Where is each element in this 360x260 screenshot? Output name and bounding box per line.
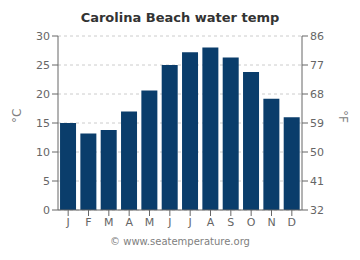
svg-text:J: J (66, 216, 70, 229)
svg-text:M: M (104, 216, 114, 229)
svg-text:25: 25 (36, 59, 50, 72)
svg-text:O: O (247, 216, 256, 229)
svg-text:50: 50 (310, 146, 324, 159)
svg-text:J: J (188, 216, 192, 229)
svg-text:77: 77 (310, 59, 324, 72)
svg-text:5: 5 (43, 175, 50, 188)
svg-text:A: A (125, 216, 133, 229)
svg-text:59: 59 (310, 117, 324, 130)
svg-text:N: N (267, 216, 275, 229)
svg-text:S: S (227, 216, 234, 229)
svg-text:15: 15 (36, 117, 50, 130)
svg-text:°C: °C (10, 109, 24, 123)
svg-text:M: M (145, 216, 155, 229)
svg-text:86: 86 (310, 30, 324, 43)
html-text:Carolina Beach water temp: Carolina Beach water temp (80, 10, 280, 25)
svg-text:68: 68 (310, 88, 324, 101)
svg-text:A: A (207, 216, 215, 229)
svg-text:0: 0 (43, 204, 50, 217)
svg-text:F: F (85, 216, 91, 229)
svg-text:30: 30 (36, 30, 50, 43)
svg-text:°F: °F (336, 110, 350, 123)
svg-text:20: 20 (36, 88, 50, 101)
svg-text:10: 10 (36, 146, 50, 159)
svg-text:D: D (288, 216, 296, 229)
svg-text:32: 32 (310, 204, 324, 217)
svg-text:J: J (167, 216, 171, 229)
html-text:© www.seatemperature.org: © www.seatemperature.org (110, 236, 250, 247)
svg-text:41: 41 (310, 175, 324, 188)
